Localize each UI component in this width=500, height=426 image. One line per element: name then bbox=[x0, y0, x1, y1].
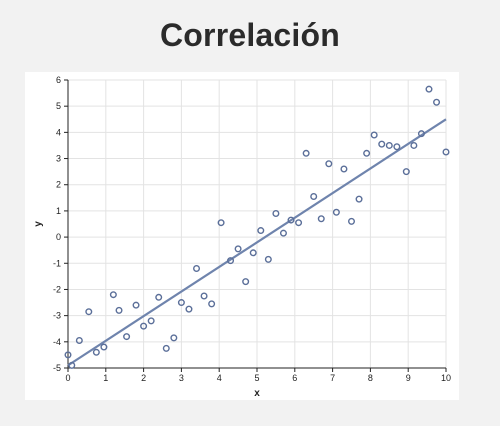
data-point bbox=[68, 361, 76, 369]
data-point bbox=[155, 293, 163, 301]
data-point bbox=[227, 257, 235, 265]
data-point bbox=[85, 308, 93, 316]
data-point bbox=[317, 215, 325, 223]
x-tick-label: 5 bbox=[254, 373, 259, 383]
x-tick-label: 10 bbox=[441, 373, 451, 383]
data-point bbox=[200, 292, 208, 300]
x-tick-label: 4 bbox=[217, 373, 222, 383]
x-tick-label: 7 bbox=[330, 373, 335, 383]
data-point bbox=[348, 217, 356, 225]
y-tick-label: 1 bbox=[56, 206, 61, 216]
data-point bbox=[325, 160, 333, 168]
data-point bbox=[402, 168, 410, 176]
y-tick-label: 5 bbox=[56, 101, 61, 111]
data-point bbox=[208, 300, 216, 308]
data-point bbox=[242, 278, 250, 286]
data-point bbox=[433, 98, 441, 106]
data-point bbox=[257, 227, 265, 235]
data-point bbox=[264, 255, 272, 263]
data-point bbox=[185, 305, 193, 313]
data-point bbox=[332, 208, 340, 216]
data-point bbox=[385, 141, 393, 149]
y-axis-label: y bbox=[33, 221, 44, 227]
data-point bbox=[310, 193, 318, 201]
trend-line bbox=[67, 118, 447, 367]
data-point bbox=[115, 306, 123, 314]
data-point bbox=[410, 141, 418, 149]
y-tick-label: 6 bbox=[56, 75, 61, 85]
y-tick-label: -2 bbox=[53, 284, 61, 294]
chart-title: Correlación bbox=[159, 17, 341, 53]
data-point bbox=[378, 140, 386, 148]
tick-labels: 0 1 2 3 4 5 6 7 8 9 10 -5 -4 -3 -2 -1 0 1 2 3 4 5 6 bbox=[53, 75, 451, 383]
y-tick-label: -1 bbox=[53, 258, 61, 268]
data-point bbox=[370, 131, 378, 139]
data-point bbox=[302, 149, 310, 157]
x-tick-label: 2 bbox=[141, 373, 146, 383]
data-point bbox=[140, 322, 148, 330]
data-point bbox=[177, 299, 185, 307]
data-point bbox=[393, 143, 401, 151]
data-point bbox=[162, 344, 170, 352]
data-point bbox=[295, 219, 303, 227]
x-tick-label: 0 bbox=[65, 373, 70, 383]
data-point bbox=[92, 348, 100, 356]
chart-panel: 0 1 2 3 4 5 6 7 8 9 10 -5 -4 -3 -2 -1 0 1 2 3 4 5 6 x y bbox=[25, 72, 459, 400]
data-point bbox=[355, 195, 363, 203]
y-tick-label: -3 bbox=[53, 311, 61, 321]
data-point bbox=[123, 333, 131, 341]
data-point bbox=[279, 229, 287, 237]
grid bbox=[67, 79, 447, 369]
x-tick-label: 6 bbox=[292, 373, 297, 383]
data-point bbox=[217, 219, 225, 227]
axes bbox=[64, 79, 447, 372]
data-point bbox=[234, 245, 242, 253]
data-points bbox=[64, 85, 450, 369]
y-tick-label: -5 bbox=[53, 363, 61, 373]
x-tick-label: 1 bbox=[103, 373, 108, 383]
scatter-chart: 0 1 2 3 4 5 6 7 8 9 10 -5 -4 -3 -2 -1 0 1 2 3 4 5 6 x y bbox=[33, 75, 451, 399]
data-point bbox=[340, 165, 348, 173]
data-point bbox=[272, 210, 280, 218]
data-point bbox=[417, 130, 425, 138]
data-point bbox=[363, 149, 371, 157]
y-tick-label: -4 bbox=[53, 337, 61, 347]
x-axis-label: x bbox=[254, 388, 260, 399]
y-tick-label: 0 bbox=[56, 232, 61, 242]
data-point bbox=[193, 265, 201, 273]
y-tick-label: 2 bbox=[56, 180, 61, 190]
y-tick-label: 3 bbox=[56, 154, 61, 164]
x-tick-label: 8 bbox=[368, 373, 373, 383]
data-point bbox=[75, 337, 83, 345]
data-point bbox=[64, 351, 72, 359]
x-tick-label: 9 bbox=[406, 373, 411, 383]
data-point bbox=[170, 334, 178, 342]
data-point bbox=[109, 291, 117, 299]
data-point bbox=[287, 216, 295, 224]
data-point bbox=[100, 343, 108, 351]
data-point bbox=[425, 85, 433, 93]
y-tick-label: 4 bbox=[56, 127, 61, 137]
data-point bbox=[249, 249, 257, 257]
data-point bbox=[147, 317, 155, 325]
data-point bbox=[442, 148, 450, 156]
x-tick-label: 3 bbox=[179, 373, 184, 383]
data-point bbox=[132, 301, 140, 309]
